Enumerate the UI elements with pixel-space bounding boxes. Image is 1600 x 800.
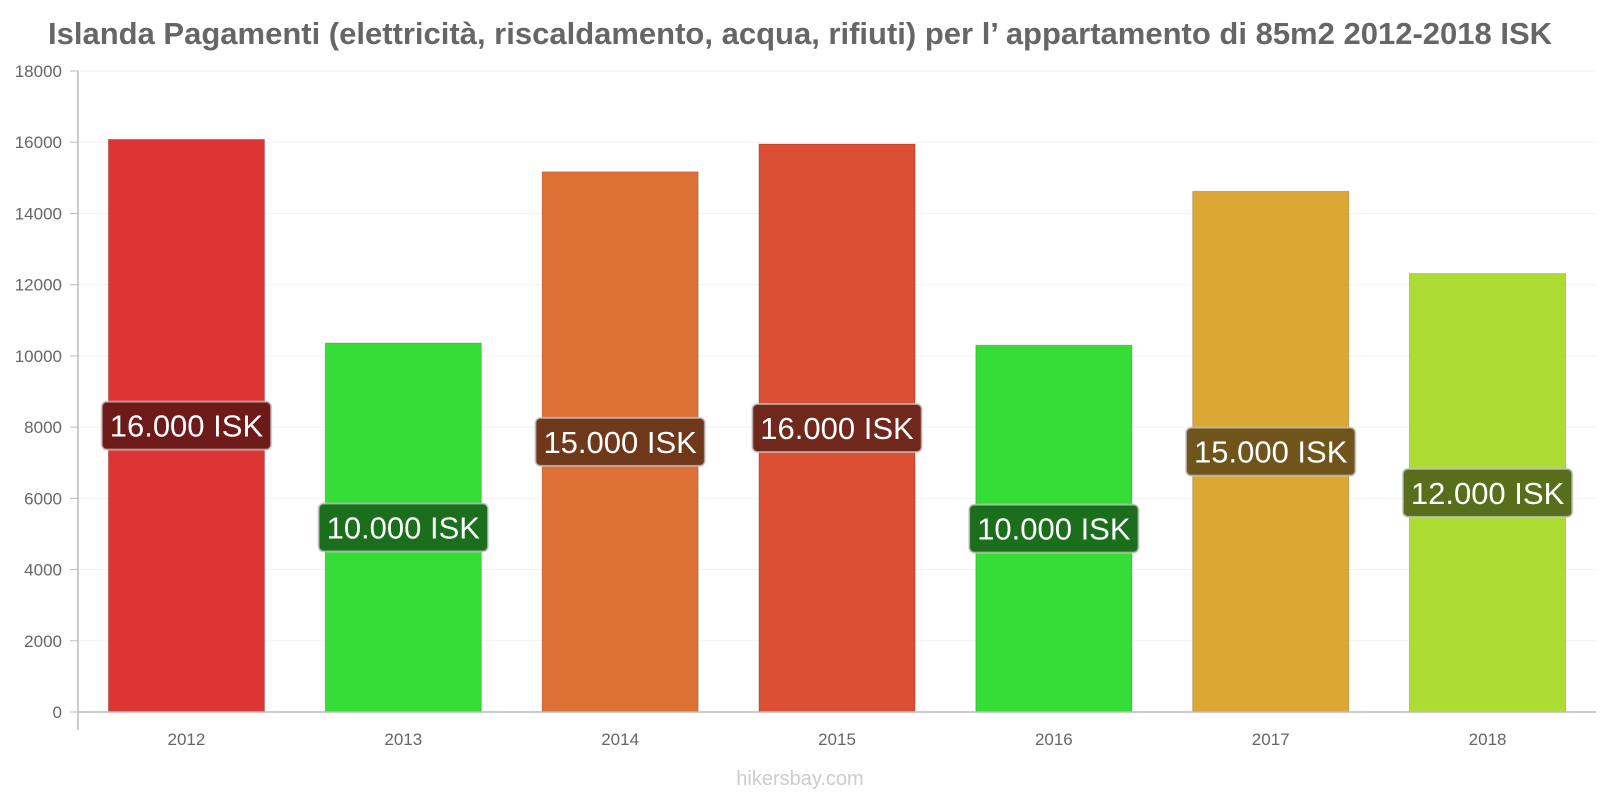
data-label-2017: 15.000 ISK [1185,426,1357,477]
y-tick-label: 10000 [15,347,62,366]
x-tick-label-2015: 2015 [818,730,856,749]
data-label-box [100,400,273,451]
data-label-2014: 15.000 ISK [534,416,706,467]
y-tick-label: 16000 [15,133,62,152]
data-label-2016: 10.000 ISK [968,503,1140,554]
x-tick-label-2012: 2012 [168,730,206,749]
x-tick-label-2014: 2014 [601,730,639,749]
y-tick-label: 2000 [24,632,62,651]
data-label-2015: 16.000 ISK [751,403,923,454]
x-tick-label-2017: 2017 [1252,730,1290,749]
y-tick-label: 4000 [24,561,62,580]
y-tick-label: 18000 [15,62,62,81]
data-label-text: 16.000 ISK [110,409,264,444]
data-label-box [968,503,1140,554]
data-label-box [1401,467,1574,518]
data-label-text: 15.000 ISK [1194,435,1348,470]
x-tick-label-2016: 2016 [1035,730,1073,749]
y-tick-label: 12000 [15,276,62,295]
y-tick-label: 14000 [15,204,62,223]
data-labels: 16.000 ISK 10.000 ISK 15.000 ISK 16.000 ISK… [100,400,1574,554]
y-tick-label: 8000 [24,418,62,437]
x-tick-label-2018: 2018 [1469,730,1507,749]
x-tick-label-2013: 2013 [384,730,422,749]
y-axis: 0 2000 4000 6000 8000 10000 12000 14000 16000 180… [15,62,79,730]
watermark: hikersbay.com [736,768,864,790]
data-label-box [534,416,706,467]
data-label-text: 10.000 ISK [327,511,481,546]
data-label-text: 10.000 ISK [977,512,1131,547]
data-label-box [317,502,489,553]
data-label-text: 16.000 ISK [760,411,914,446]
x-axis: 2012 2013 2014 2015 2016 2017 2018 [78,711,1596,749]
data-label-text: 12.000 ISK [1411,476,1565,511]
data-label-2018: 12.000 ISK [1401,467,1574,518]
data-label-box [1185,426,1357,477]
y-tick-label: 0 [53,703,62,722]
chart-title: Islanda Pagamenti (elettricità, riscalda… [47,16,1553,51]
data-label-box [751,403,923,454]
y-tick-label: 6000 [24,489,62,508]
data-label-2012: 16.000 ISK [100,400,273,451]
data-label-text: 15.000 ISK [543,425,697,460]
data-label-2013: 10.000 ISK [317,502,489,553]
